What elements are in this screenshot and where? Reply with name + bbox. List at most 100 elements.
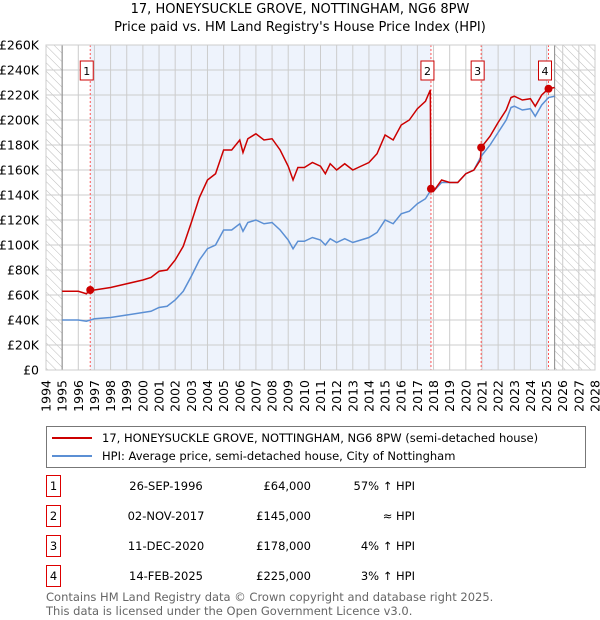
sale-price: £145,000 (256, 509, 311, 523)
x-tick-label: 2024 (523, 380, 538, 412)
sale-price: £178,000 (256, 539, 311, 553)
sale-label: 1 (83, 65, 90, 78)
x-tick-label: 2000 (135, 380, 150, 412)
x-tick-label: 2007 (248, 380, 263, 412)
x-tick-label: 2020 (458, 380, 473, 412)
x-tick-label: 2023 (507, 380, 522, 412)
y-tick-label: £20K (7, 338, 40, 353)
chart-title: 17, HONEYSUCKLE GROVE, NOTTINGHAM, NG6 8… (130, 2, 470, 17)
sale-number: 4 (46, 565, 61, 587)
plot-border (45, 44, 596, 371)
legend: 17, HONEYSUCKLE GROVE, NOTTINGHAM, NG6 8… (46, 426, 586, 468)
sale-point (86, 286, 95, 294)
y-tick-label: £100K (0, 238, 40, 253)
sale-row: 3 11-DEC-2020 £178,000 4% ↑ HPI (46, 535, 415, 557)
sale-hpi: 57% ↑ HPI (353, 479, 415, 493)
sale-label-box (470, 60, 485, 81)
footer-copyright: Contains HM Land Registry data © Crown c… (46, 590, 494, 604)
chart-subtitle: Price paid vs. HM Land Registry's House … (114, 20, 486, 35)
legend-swatch-hpi (52, 455, 92, 457)
sale-number: 3 (46, 535, 61, 557)
x-tick-label: 2027 (571, 380, 586, 412)
legend-item-price: 17, HONEYSUCKLE GROVE, NOTTINGHAM, NG6 8… (52, 430, 538, 446)
y-tick-label: £0 (23, 363, 39, 378)
sale-label-box (537, 60, 552, 81)
x-tick-label: 2013 (345, 380, 360, 412)
y-tick-label: £60K (7, 288, 40, 303)
sale-number: 1 (46, 475, 61, 497)
sale-hpi: 3% ↑ HPI (360, 569, 415, 583)
x-tick-label: 2008 (265, 380, 280, 412)
x-tick-label: 1997 (87, 380, 102, 412)
sale-row: 1 26-SEP-1996 £64,000 57% ↑ HPI (46, 475, 415, 497)
sale-row: 2 02-NOV-2017 £145,000 ≈ HPI (46, 505, 415, 527)
sale-label-box (79, 60, 94, 81)
legend-item-hpi: HPI: Average price, semi-detached house,… (52, 448, 455, 464)
ownership-shade (90, 45, 431, 370)
x-tick-label: 2005 (216, 380, 231, 412)
x-tick-label: 2015 (378, 380, 393, 412)
x-tick-label: 2010 (297, 380, 312, 412)
sale-label: 2 (424, 65, 431, 78)
x-tick-label: 2004 (200, 380, 215, 412)
hpi-line (62, 95, 555, 323)
x-tick-label: 1998 (103, 380, 118, 412)
x-tick-label: 2016 (394, 380, 409, 412)
no-data-region (554, 45, 595, 370)
x-tick-label: 2021 (474, 380, 489, 412)
sale-number: 2 (46, 505, 61, 527)
sale-price: £64,000 (263, 479, 311, 493)
sale-point (544, 84, 553, 93)
sale-label: 3 (474, 65, 481, 78)
sale-date: 11-DEC-2020 (127, 539, 205, 553)
y-tick-label: £260K (0, 38, 40, 53)
x-tick-label: 2006 (232, 380, 247, 412)
y-tick-label: £120K (0, 213, 40, 228)
y-tick-label: £160K (0, 163, 40, 178)
y-tick-label: £200K (0, 113, 40, 128)
legend-label-price: 17, HONEYSUCKLE GROVE, NOTTINGHAM, NG6 8… (102, 431, 539, 445)
y-tick-label: £240K (0, 63, 40, 78)
y-tick-label: £220K (0, 88, 40, 103)
plot-area: 1994 1995 1996 1997 1998 1999 2000 2001 2002 2003… (0, 38, 600, 412)
sale-row: 4 14-FEB-2025 £225,000 3% ↑ HPI (46, 565, 415, 587)
legend-label-hpi: HPI: Average price, semi-detached house,… (102, 449, 456, 463)
x-tick-label: 2019 (442, 380, 457, 412)
x-tick-label: 2025 (539, 380, 554, 412)
sale-hpi: ≈ HPI (382, 509, 415, 523)
sale-date: 14-FEB-2025 (129, 569, 203, 583)
x-tick-label: 2012 (329, 380, 344, 412)
x-tick-label: 2028 (588, 380, 600, 412)
y-tick-label: £140K (0, 188, 40, 203)
x-tick-label: 2017 (410, 380, 425, 412)
sale-date: 26-SEP-1996 (129, 479, 203, 493)
x-tick-label: 1994 (39, 380, 54, 412)
sale-label-box (420, 60, 435, 81)
x-tick-label: 2003 (184, 380, 199, 412)
x-tick-label: 1999 (119, 380, 134, 412)
y-tick-label: £80K (7, 263, 40, 278)
sale-point (426, 184, 435, 193)
ownership-shade (481, 45, 549, 370)
y-tick-label: £40K (7, 313, 40, 328)
footer-licence: This data is licensed under the Open Gov… (46, 604, 413, 618)
x-tick-label: 2011 (313, 380, 328, 412)
no-data-region (46, 45, 63, 370)
sale-date: 02-NOV-2017 (127, 509, 205, 523)
sale-hpi: 4% ↑ HPI (360, 539, 415, 553)
sale-label: 4 (541, 65, 548, 78)
sale-point (477, 143, 486, 152)
x-tick-label: 2002 (168, 380, 183, 412)
x-tick-label: 2014 (361, 380, 376, 412)
x-tick-label: 2022 (491, 380, 506, 412)
legend-swatch-price (52, 437, 92, 439)
sale-price: £225,000 (256, 569, 311, 583)
x-tick-label: 2026 (555, 380, 570, 412)
x-tick-label: 1996 (71, 380, 86, 412)
x-tick-label: 2001 (152, 380, 167, 412)
x-tick-label: 2009 (281, 380, 296, 412)
x-tick-label: 1995 (55, 380, 70, 412)
y-tick-label: £180K (0, 138, 40, 153)
x-tick-label: 2018 (426, 380, 441, 412)
